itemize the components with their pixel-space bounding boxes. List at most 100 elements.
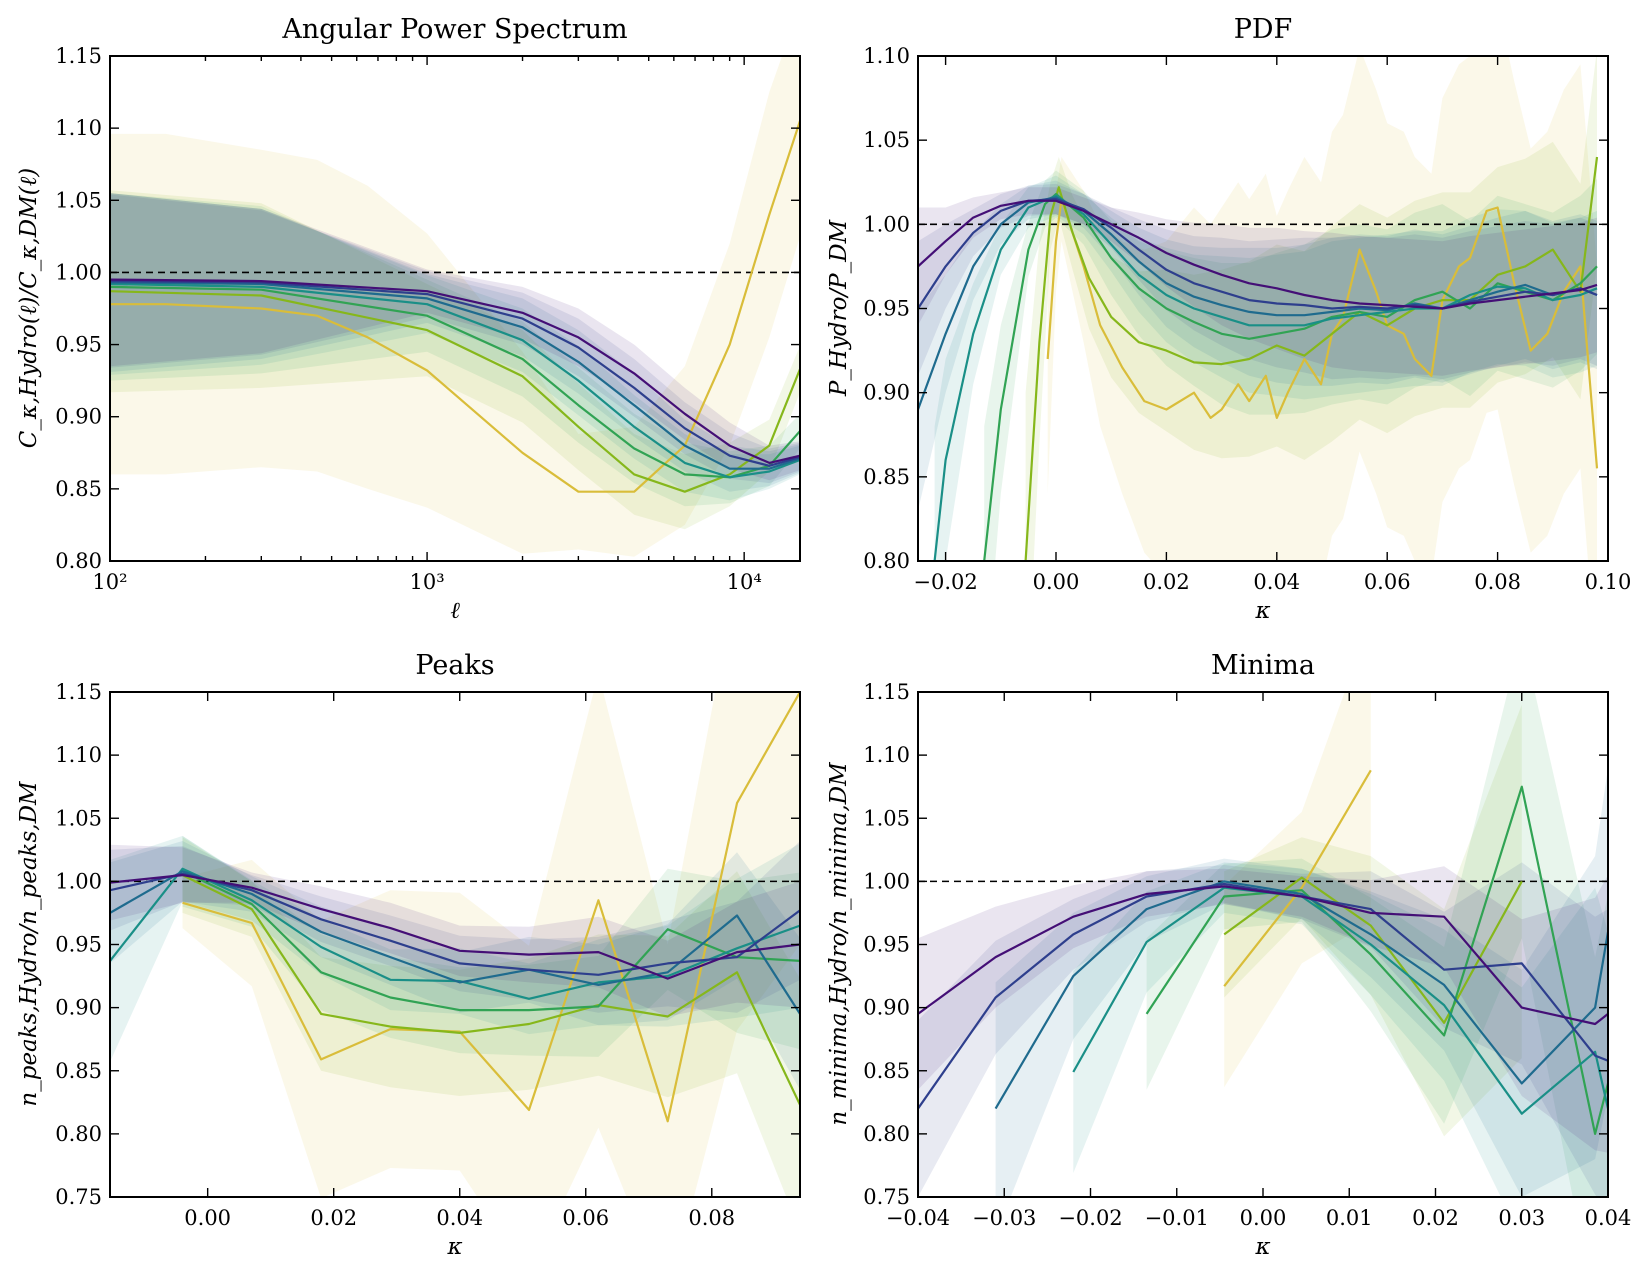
x-tick-label: 10³ [410,570,445,594]
x-tick-label: 0.01 [1326,1206,1373,1230]
uncertainty-band-s1 [918,866,1608,1153]
series-line-s3 [110,870,800,1015]
y-tick-label: 1.05 [55,188,102,212]
y-tick-label: 1.10 [863,743,910,767]
series-line-s7 [1046,198,1599,469]
series-line-s1 [110,873,800,980]
axes: 0.80 0.85 0.90 0.95 1.00 1.05 1.10 −0.02 0.00 0.0… [863,44,1631,594]
x-tick-label: 0.06 [1364,570,1411,594]
axes: 0.80 0.85 0.90 0.95 1.00 1.05 1.10 1.15 10² 10³ 10… [55,44,800,594]
panel-title: PDF [1234,14,1293,45]
uncertainty-band-s2 [918,862,1608,1197]
uncertainty-band-s4 [934,175,1597,561]
uncertainty-band-s4 [1073,862,1608,1197]
uncertainty-band-s4 [110,193,800,501]
x-tick-label: −0.04 [886,1206,950,1230]
panel-minima: Minima 0.75 0.80 0.85 0.90 0.95 1.00 1.05 1.10 1… [826,650,1632,1260]
axis-frame [917,55,1609,562]
y-tick-label: 0.80 [55,549,102,573]
uncertainty-band-s7 [1047,56,1597,561]
y-tick-label: 1.00 [55,260,102,284]
x-tick-label: 0.00 [1240,1206,1287,1230]
x-axis-label: ℓ [450,598,460,624]
uncertainty-band-s5 [182,835,800,1057]
uncertainty-band-s6 [182,837,800,1197]
y-tick-label: 1.10 [55,116,102,140]
y-tick-label: 0.95 [863,297,910,321]
y-axis-label: C_κ,Hydro(ℓ)/C_κ,DM(ℓ) [16,168,42,448]
y-tick-label: 1.15 [55,680,102,704]
series-line-s3 [994,880,1608,1110]
x-tick-label: 0.03 [1498,1206,1545,1230]
series-line-s7 [110,120,800,493]
y-axis-label: n_peaks,Hydro/n_peaks,DM [16,780,42,1107]
y-tick-label: 0.85 [863,1059,910,1083]
y-tick-label: 0.85 [55,1059,102,1083]
panel-peaks: Peaks 0.75 0.80 0.85 0.90 0.95 1.00 1.05 1.10 1.… [16,650,801,1260]
series-line-s5 [983,192,1598,561]
y-axis-label: P_Hydro/P_DM [826,218,852,397]
y-tick-label: 1.05 [863,128,910,152]
y-axis-label: n_minima,Hydro/n_minima,DM [826,761,852,1126]
series-line-s6 [182,874,800,1106]
y-tick-label: 0.80 [863,549,910,573]
y-tick-label: 1.15 [55,44,102,68]
y-tick-label: 0.85 [863,465,910,489]
panel-angular-power-spectrum: Angular Power Spectrum 0.80 0.85 0.90 0.95 1… [16,14,801,624]
uncertainty-band-s6 [1025,56,1597,561]
y-tick-label: 1.00 [863,869,910,893]
y-tick-label: 0.80 [863,1122,910,1146]
plot-area: 0.75 0.80 0.85 0.90 0.95 1.00 1.05 1.10 1.15 0.00… [55,680,800,1230]
plot-area: 0.75 0.80 0.85 0.90 0.95 1.00 1.05 1.10 1.15 −0.0… [863,680,1632,1230]
uncertainty-band-s2 [918,183,1597,380]
uncertainty-band-s2 [110,194,800,484]
x-tick-label: −0.03 [972,1206,1036,1230]
series-line-s4 [1072,886,1608,1115]
y-tick-label: 0.75 [863,1185,910,1209]
uncertainty-band-s5 [110,193,800,507]
x-tick-label: 10² [92,570,127,594]
series-line-s3 [110,281,800,470]
series-line-s2 [110,872,800,976]
x-axis-label: κ [446,1234,462,1260]
x-tick-label: 0.10 [1585,570,1632,594]
x-tick-label: 0.04 [436,1206,483,1230]
x-tick-label: 10⁴ [727,570,762,594]
series-line-s7 [1223,769,1372,987]
x-tick-label: 0.02 [1143,570,1190,594]
plot-area: 0.80 0.85 0.90 0.95 1.00 1.05 1.10 −0.02 0.00 0.0… [863,44,1631,594]
x-tick-label: 0.04 [1585,1206,1632,1230]
y-tick-label: 0.75 [55,1185,102,1209]
series-line-s6 [1223,876,1523,1024]
plot-content [110,692,800,1197]
uncertainty-band-s7 [182,692,800,1197]
uncertainty-band-s5 [1146,692,1608,1197]
x-tick-label: −0.01 [1145,1206,1209,1230]
panel-title: Peaks [415,650,494,681]
y-tick-label: 1.05 [863,806,910,830]
axis-frame [109,691,801,1198]
series-line-s1 [110,278,800,464]
x-tick-label: 0.08 [688,1206,735,1230]
y-tick-label: 0.90 [863,996,910,1020]
plot-content [918,56,1608,561]
x-tick-label: 0.08 [1474,570,1521,594]
uncertainty-band-s5 [984,170,1597,561]
series-line-s1 [918,199,1598,310]
x-tick-label: 0.04 [1253,570,1300,594]
uncertainty-band-s1 [110,193,800,481]
x-tick-label: 0.02 [1412,1206,1459,1230]
series-line-s4 [110,282,800,479]
y-tick-label: 1.10 [863,44,910,68]
y-tick-label: 1.10 [55,743,102,767]
series-line-s6 [1024,156,1599,561]
y-tick-label: 0.95 [863,933,910,957]
series-line-s4 [110,867,800,1000]
y-tick-label: 0.85 [55,477,102,501]
plot-content [918,692,1608,1197]
uncertainty-band-s3 [110,193,800,492]
y-tick-label: 1.15 [863,680,910,704]
x-tick-label: −0.02 [913,570,977,594]
y-tick-label: 0.90 [55,996,102,1020]
